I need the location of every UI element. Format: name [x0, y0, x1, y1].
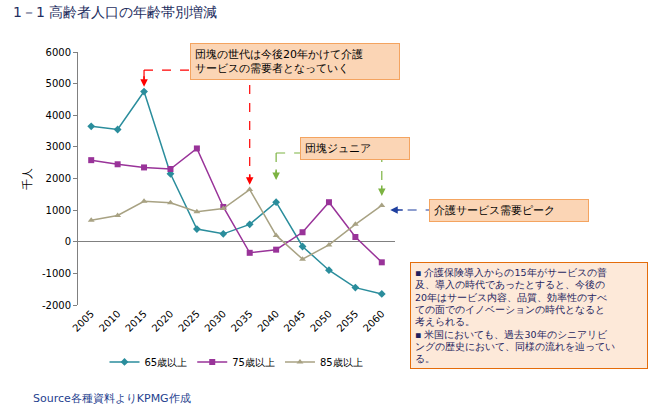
svg-text:2020: 2020 [150, 308, 176, 334]
svg-text:75歳以上: 75歳以上 [232, 357, 275, 368]
svg-text:65歳以上: 65歳以上 [145, 357, 188, 368]
svg-text:2015: 2015 [123, 308, 149, 334]
svg-text:1－1 高齢者人口の年齢帯別増減: 1－1 高齢者人口の年齢帯別増減 [13, 4, 217, 20]
svg-text:団塊の世代は今後20年かけて介護サービスの需要者となっていく: 団塊の世代は今後20年かけて介護サービスの需要者となっていく [195, 48, 363, 75]
svg-text:85歳以上: 85歳以上 [320, 357, 363, 368]
svg-text:2010: 2010 [97, 308, 123, 334]
svg-text:団塊ジュニア: 団塊ジュニア [305, 142, 371, 155]
svg-text:2040: 2040 [255, 308, 281, 334]
svg-text:2055: 2055 [335, 308, 361, 334]
svg-text:6000: 6000 [46, 47, 71, 58]
svg-text:介護サービス需要ピーク: 介護サービス需要ピーク [434, 204, 555, 217]
svg-text:2025: 2025 [176, 308, 202, 334]
svg-text:1000: 1000 [46, 205, 71, 216]
svg-text:0: 0 [65, 236, 71, 247]
svg-text:2035: 2035 [229, 308, 255, 334]
svg-text:2045: 2045 [282, 308, 308, 334]
svg-text:-2000: -2000 [42, 300, 71, 311]
svg-text:千人: 千人 [21, 168, 34, 190]
svg-text:2060: 2060 [361, 308, 387, 334]
svg-text:▪ 介護保険導入からの15年がサービスの普及、導入の時代であ: ▪ 介護保険導入からの15年がサービスの普及、導入の時代であったとすると、今後の… [415, 267, 615, 364]
svg-text:2000: 2000 [46, 173, 71, 184]
svg-text:2030: 2030 [202, 308, 228, 334]
svg-text:5000: 5000 [46, 78, 71, 89]
svg-text:4000: 4000 [46, 110, 71, 121]
svg-text:Source各種資料よりKPMG作成: Source各種資料よりKPMG作成 [33, 392, 191, 405]
svg-text:2050: 2050 [308, 308, 334, 334]
svg-text:3000: 3000 [46, 141, 71, 152]
svg-text:2005: 2005 [70, 308, 96, 334]
svg-text:-1000: -1000 [42, 268, 71, 279]
